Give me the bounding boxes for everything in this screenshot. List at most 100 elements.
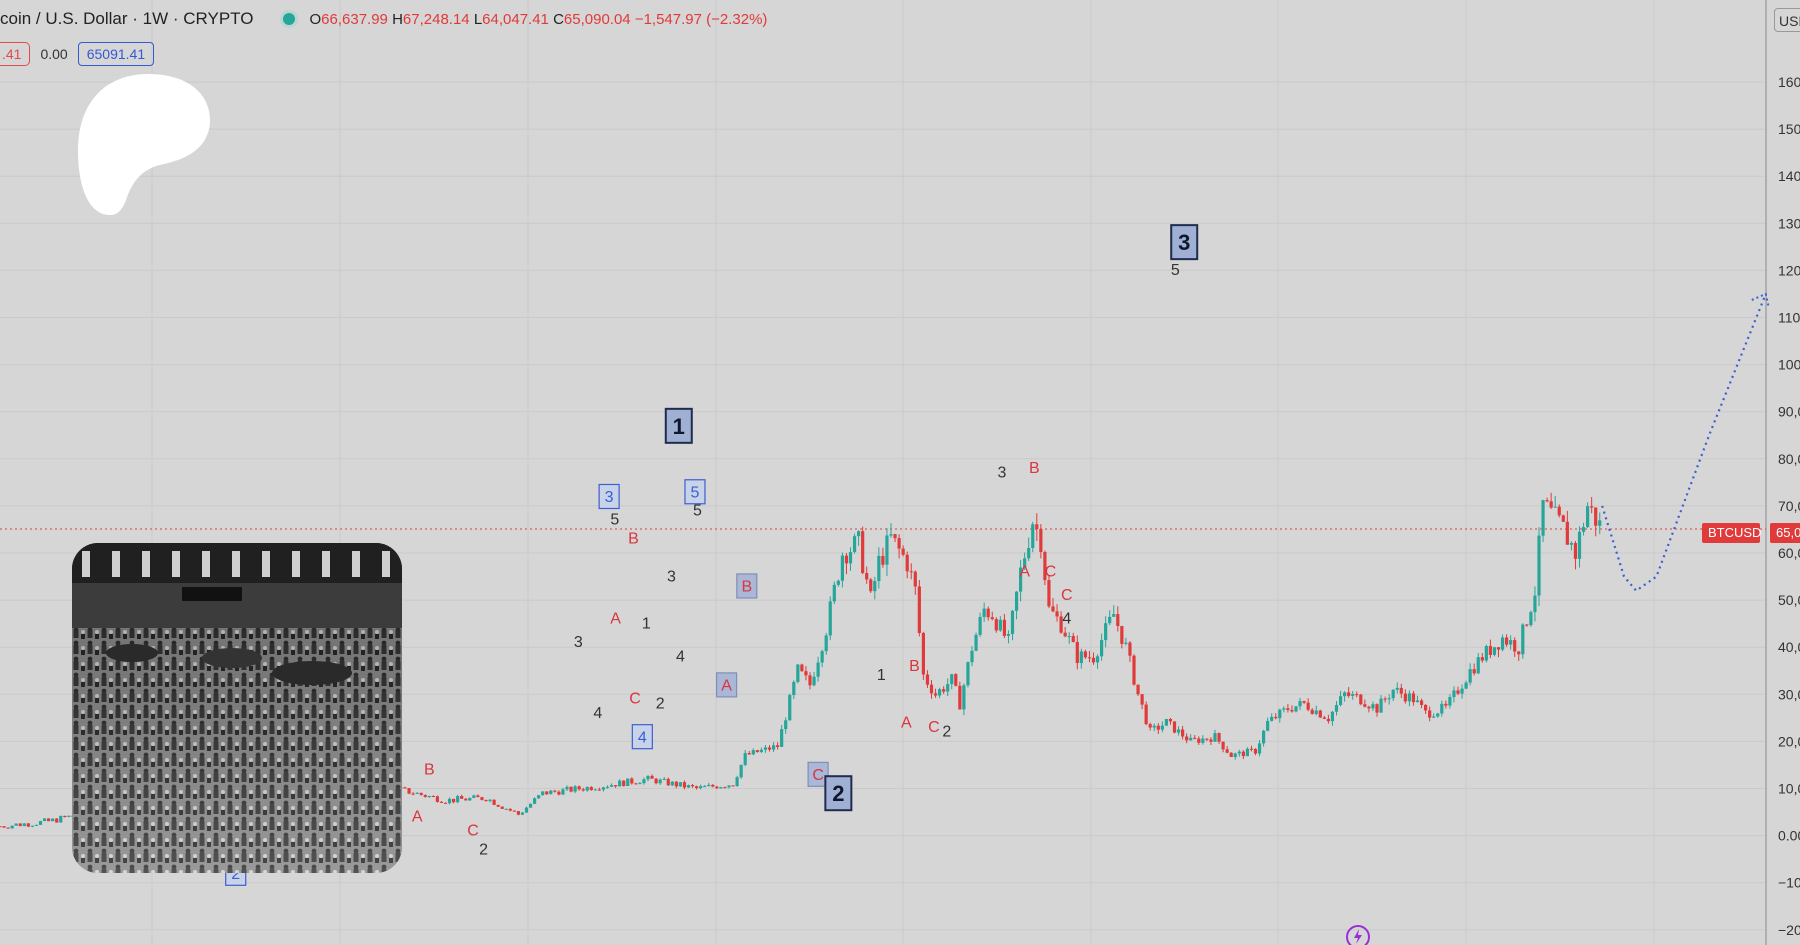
candle-body (998, 619, 1002, 631)
wave-label: B (909, 658, 920, 675)
candle-body (938, 689, 942, 696)
candle-body (1278, 709, 1282, 719)
candle-body (946, 684, 950, 692)
candle-body (982, 608, 986, 617)
trading-floor-photo (72, 543, 402, 873)
wave-label: 5 (610, 512, 619, 529)
wave-label-box (631, 724, 653, 750)
candle-body (464, 798, 468, 801)
wave-label: 2 (231, 866, 240, 883)
candle-body (488, 799, 492, 802)
market-status-icon (283, 13, 296, 25)
candle-body (1108, 616, 1112, 624)
candle-body (14, 823, 18, 826)
flash-icon[interactable] (1344, 923, 1374, 945)
candle-body (1306, 702, 1310, 710)
candle-body (614, 785, 618, 787)
candle-body (573, 786, 577, 792)
candle-body (581, 789, 585, 791)
candle-body (1168, 719, 1173, 722)
candle-body (439, 801, 444, 803)
candle-body (419, 792, 423, 795)
candle-body (1270, 716, 1274, 721)
candle-body (1314, 710, 1318, 714)
candle-body (1002, 619, 1006, 636)
indicator-red-value[interactable]: .41 (0, 42, 31, 66)
y-tick-label: 80,0 (1778, 451, 1800, 467)
candle-body (59, 815, 63, 823)
candle-body (1436, 713, 1440, 717)
candle-body (1201, 738, 1205, 743)
candle-body (1237, 751, 1241, 754)
candle-body (67, 815, 71, 817)
candle-body (1095, 656, 1100, 663)
candle-body (1480, 657, 1484, 661)
symbol-title[interactable]: coin / U.S. Dollar · 1W · CRYPTO (0, 9, 254, 28)
candle-body (844, 555, 849, 564)
candle-body (1395, 687, 1399, 690)
candle-body (759, 749, 763, 753)
candle-body (1513, 640, 1517, 652)
candle-body (808, 675, 812, 686)
candle-body (1581, 527, 1586, 532)
y-tick-label: 120 (1778, 262, 1800, 278)
candle-body (1014, 591, 1019, 611)
candle-body (909, 571, 913, 573)
candle-body (1176, 729, 1181, 733)
candle-body (537, 795, 541, 799)
candle-body (877, 555, 881, 582)
candle-body (484, 799, 488, 802)
candle-body (1419, 700, 1424, 705)
candle-body (695, 786, 699, 789)
candle-body (1586, 506, 1590, 528)
symbol-header: coin / U.S. Dollar · 1W · CRYPTO O66,637… (0, 7, 767, 31)
candle-body (1172, 721, 1177, 733)
wave-label: 5 (693, 502, 702, 519)
candle-body (731, 785, 735, 787)
candle-body (528, 803, 533, 808)
candle-body (662, 778, 666, 780)
candle-body (585, 787, 589, 791)
candle-body (925, 674, 930, 685)
candle-body (751, 750, 755, 755)
candle-body (1367, 706, 1371, 709)
candle-body (1136, 684, 1140, 695)
candle-body (1565, 521, 1569, 545)
candle-body (1181, 729, 1185, 737)
candle-body (1193, 737, 1197, 739)
candle-body (423, 794, 427, 797)
candle-body (796, 664, 800, 682)
candle-body (913, 571, 917, 587)
wave-label: 2 (656, 695, 665, 712)
candle-body (747, 753, 751, 755)
candle-body (1391, 689, 1395, 699)
candle-body (626, 778, 630, 787)
currency-button[interactable]: USD (1774, 8, 1800, 32)
candle-body (1302, 701, 1306, 703)
candle-body (609, 785, 614, 787)
candle-body (723, 787, 727, 789)
candle-body (1541, 500, 1545, 536)
candle-body (1156, 725, 1160, 730)
candle-body (1035, 524, 1039, 530)
candle-body (848, 551, 853, 564)
candle-body (1529, 612, 1533, 626)
candle-body (727, 785, 731, 788)
low-value: 64,047.41 (482, 10, 549, 28)
candle-body (674, 781, 678, 787)
change-value: −1,547.97 (−2.32%) (634, 10, 768, 28)
candle-body (1213, 733, 1217, 742)
candle-body (1286, 708, 1290, 710)
candle-body (1322, 717, 1326, 719)
wave-label: A (901, 714, 912, 731)
candle-body (1488, 646, 1492, 655)
candle-body (1164, 719, 1168, 726)
candle-body (954, 674, 958, 686)
candle-body (545, 791, 549, 795)
logo-blob (78, 74, 210, 215)
wave-label: A (610, 611, 621, 628)
candle-body (929, 684, 934, 694)
candle-body (1432, 716, 1436, 718)
indicator-blue-value[interactable]: 65091.41 (77, 42, 155, 66)
